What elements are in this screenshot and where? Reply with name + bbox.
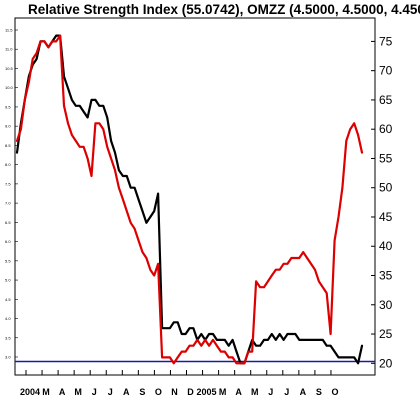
right-tick-label: 35 <box>379 269 393 283</box>
left-axis-ticks: 3.0 3.5 4.0 4.5 5.0 5.5 6.0 6.5 7.0 7.5 8.0 8.5 9.0 9… <box>5 28 18 360</box>
left-tick-label: 10.5 <box>5 66 14 71</box>
x-tick-label: O <box>155 387 162 397</box>
right-tick-label: 50 <box>379 181 393 195</box>
right-tick-label: 25 <box>379 327 393 341</box>
left-tick-label: 11.0 <box>5 47 13 52</box>
left-tick-label: 10.0 <box>5 85 14 90</box>
x-tick-label: S <box>316 387 322 397</box>
x-tick-label: M <box>251 387 259 397</box>
right-tick-label: 55 <box>379 151 393 165</box>
left-tick-label: 8.0 <box>5 162 11 167</box>
x-tick-label: 2004 <box>20 387 40 397</box>
right-tick-label: 60 <box>379 122 393 136</box>
x-tick-label: D <box>187 387 194 397</box>
x-tick-label: J <box>92 387 97 397</box>
right-tick-label: 65 <box>379 93 393 107</box>
x-tick-label: A <box>59 387 66 397</box>
left-tick-label: 5.0 <box>5 278 11 283</box>
left-tick-label: 7.5 <box>5 181 11 186</box>
x-tick-label: M <box>219 387 227 397</box>
x-tick-label: J <box>108 387 113 397</box>
series-line-black <box>15 34 364 365</box>
right-tick-label: 75 <box>379 34 393 48</box>
x-tick-label: S <box>139 387 145 397</box>
x-tick-label: J <box>268 387 273 397</box>
left-tick-label: 11.5 <box>5 28 13 33</box>
right-tick-label: 70 <box>379 64 393 78</box>
right-tick-label: 30 <box>379 298 393 312</box>
x-tick-label: A <box>235 387 242 397</box>
left-tick-label: 3.0 <box>5 355 11 360</box>
x-tick-label: M <box>74 387 82 397</box>
right-tick-label: 40 <box>379 239 393 253</box>
x-axis-ticks: 2004 M A M J J A S O N D 2005 M A M J J A S O <box>20 370 338 397</box>
left-tick-label: 5.5 <box>5 258 11 263</box>
right-tick-label: 45 <box>379 210 393 224</box>
x-tick-label: M <box>42 387 50 397</box>
left-tick-label: 8.5 <box>5 143 11 148</box>
left-tick-label: 4.5 <box>5 297 11 302</box>
series-line-red <box>15 34 364 365</box>
left-tick-label: 6.5 <box>5 220 11 225</box>
x-tick-label: 2005 <box>197 387 217 397</box>
x-tick-label: N <box>171 387 178 397</box>
x-tick-label: J <box>284 387 289 397</box>
x-tick-label: A <box>300 387 307 397</box>
chart-title: Relative Strength Index (55.0742), OMZZ … <box>28 2 420 17</box>
left-tick-label: 4.0 <box>5 316 11 321</box>
left-tick-label: 7.0 <box>5 201 11 206</box>
left-tick-label: 9.0 <box>5 124 11 129</box>
right-tick-label: 20 <box>379 356 393 370</box>
x-tick-label: O <box>331 387 338 397</box>
left-tick-label: 3.5 <box>5 335 11 340</box>
x-tick-label: A <box>123 387 130 397</box>
series-layer <box>15 34 364 365</box>
left-tick-label: 9.5 <box>5 104 11 109</box>
plot-frame <box>14 17 376 376</box>
left-tick-label: 6.0 <box>5 239 11 244</box>
right-axis-ticks: 20 25 30 35 40 45 50 55 60 65 70 75 <box>371 34 393 370</box>
